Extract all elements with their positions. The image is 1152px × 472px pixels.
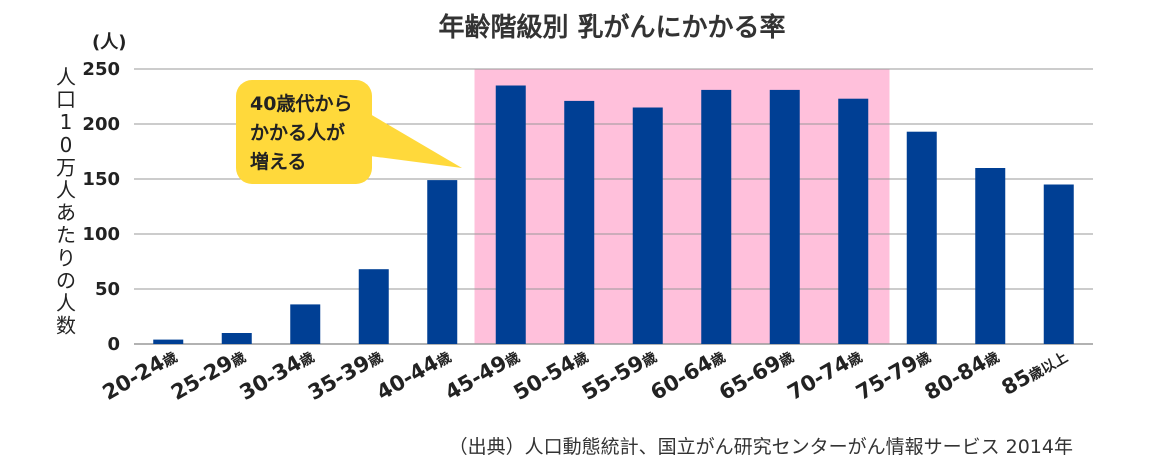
y-tick-labels: 0 50 100 150 200 250 <box>82 59 120 355</box>
x-tick-label: 70-74歳 <box>783 344 865 405</box>
bar <box>1043 184 1074 344</box>
source-note: （出典）人口動態統計、国立がん研究センターがん情報サービス 2014年 <box>449 436 1073 458</box>
highlight-band <box>474 69 890 344</box>
y-tick-label: 200 <box>82 114 120 135</box>
x-tick-label: 40-44歳 <box>372 344 454 405</box>
y-axis-label-char: 1 <box>60 110 73 134</box>
y-axis-label-char: り <box>56 246 76 270</box>
bar <box>427 180 458 344</box>
y-tick-label: 50 <box>95 279 120 300</box>
bar <box>495 85 526 344</box>
callout-line: かかる人が <box>250 121 345 144</box>
chart-title: 年齢階級別 乳がんにかかる率 <box>438 12 785 43</box>
y-axis-label-char: 万 <box>56 155 76 179</box>
x-tick-label: 80-84歳 <box>920 344 1002 405</box>
bar <box>358 269 389 344</box>
y-axis-label-char: た <box>56 223 76 247</box>
y-tick-label: 250 <box>82 59 120 80</box>
bar <box>221 333 252 344</box>
bar <box>564 100 595 345</box>
x-tick-label: 85歳以上 <box>998 344 1072 400</box>
y-axis-unit: (人) <box>92 32 126 53</box>
x-tick-label: 60-64歳 <box>646 344 728 405</box>
bar <box>975 168 1006 344</box>
bar <box>701 89 732 345</box>
x-tick-label: 65-69歳 <box>715 344 797 405</box>
x-tick-label: 30-34歳 <box>235 344 317 405</box>
bar <box>906 131 937 344</box>
bars <box>153 85 1074 345</box>
y-axis-label-char: 口 <box>56 88 76 112</box>
y-axis-label-char: あ <box>56 201 76 225</box>
x-tick-label: 55-59歳 <box>578 344 660 405</box>
y-axis-label-char: 人 <box>56 291 76 315</box>
x-tick-label: 35-39歳 <box>304 344 386 405</box>
y-axis-label-char: 人 <box>56 178 76 202</box>
x-tick-label: 25-29歳 <box>167 344 249 405</box>
y-axis-label-char: 0 <box>60 133 73 157</box>
y-tick-label: 0 <box>107 334 120 355</box>
y-tick-label: 100 <box>82 224 120 245</box>
x-tick-labels: 20-24歳25-29歳30-34歳35-39歳40-44歳45-49歳50-5… <box>98 344 1072 405</box>
bar <box>290 304 321 344</box>
callout-line: 40歳代から <box>250 93 352 115</box>
x-tick-label: 75-79歳 <box>852 344 934 405</box>
y-tick-label: 150 <box>82 169 120 190</box>
y-axis-label-char: 人 <box>56 65 76 89</box>
bar <box>838 98 869 344</box>
y-axis-label-char: の <box>56 268 76 292</box>
x-tick-label: 45-49歳 <box>441 344 523 405</box>
bar <box>769 89 800 345</box>
bar <box>153 339 184 344</box>
callout-line: 増える <box>250 150 306 173</box>
callout-pointer <box>370 114 462 168</box>
bar <box>632 107 663 344</box>
y-axis-label-char: 数 <box>56 314 76 338</box>
x-tick-label: 50-54歳 <box>509 344 591 405</box>
callout-box <box>236 80 372 184</box>
